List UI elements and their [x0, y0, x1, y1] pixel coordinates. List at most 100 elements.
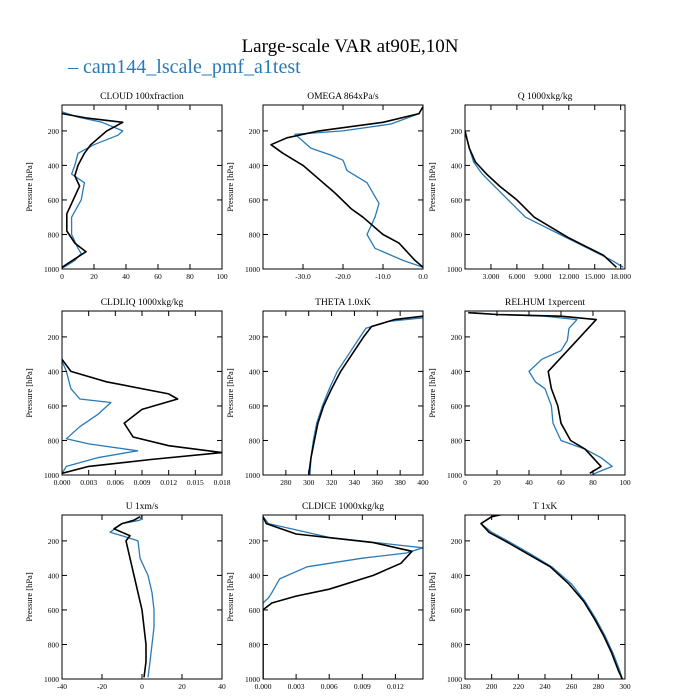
y-tick-label: 1000: [245, 675, 260, 684]
y-tick-label: 400: [451, 367, 463, 376]
y-tick-label: 1000: [447, 471, 462, 480]
plot-frame: [464, 310, 626, 476]
y-tick-label: 600: [249, 606, 261, 615]
y-tick-label: 600: [48, 606, 60, 615]
plot-frame: [61, 310, 223, 476]
panel-title: CLDLIQ 1000xkg/kg: [101, 298, 184, 308]
panel-title: CLOUD 100xfraction: [100, 91, 184, 102]
x-tick-label: 320: [326, 478, 338, 487]
x-tick-label: 0.009: [134, 478, 151, 487]
series-line-1: [62, 111, 124, 269]
series-line-1: [480, 515, 623, 679]
y-tick-label: 200: [48, 333, 60, 342]
x-tick-label: 9.000: [534, 272, 551, 281]
x-tick-label: 0.003: [288, 682, 305, 691]
panel-title: CLDICE 1000xkg/kg: [302, 502, 384, 512]
x-tick-label: 40: [122, 272, 130, 281]
legend-marker: –: [68, 56, 83, 78]
panel-title: Q 1000xkg/kg: [518, 92, 573, 102]
x-tick-label: 6.000: [508, 272, 525, 281]
y-tick-label: 1000: [447, 265, 462, 274]
y-tick-label: 1000: [44, 675, 59, 684]
x-tick-label: 0.006: [107, 478, 124, 487]
x-tick-label: 40: [525, 478, 533, 487]
series-line-2: [480, 515, 624, 679]
x-tick-label: 380: [395, 478, 407, 487]
y-tick-label: 800: [451, 436, 463, 445]
y-tick-label: 800: [48, 640, 60, 649]
y-tick-label: 600: [249, 402, 261, 411]
x-tick-label: 400: [417, 478, 429, 487]
x-tick-label: 0.012: [387, 682, 404, 691]
x-tick-label: -30.0: [295, 272, 311, 281]
y-tick-label: 400: [249, 161, 261, 170]
x-tick-label: 280: [280, 478, 292, 487]
y-tick-label: 1000: [245, 265, 260, 274]
y-tick-label: 400: [249, 571, 261, 580]
panel-title: OMEGA 864xPa/s: [307, 92, 379, 102]
legend: – cam144_lscale_pmf_a1test: [68, 56, 301, 79]
x-tick-label: 20: [178, 682, 186, 691]
y-axis-label: Pressure [hPa]: [24, 572, 34, 622]
y-axis-label: Pressure [hPa]: [24, 162, 34, 212]
y-tick-label: 200: [48, 537, 60, 546]
y-tick-label: 600: [451, 402, 463, 411]
series-line-2: [263, 516, 413, 679]
y-tick-label: 200: [451, 127, 463, 136]
y-tick-label: 400: [48, 367, 60, 376]
y-tick-label: 1000: [44, 265, 59, 274]
y-axis-label: Pressure [hPa]: [225, 162, 235, 212]
x-tick-label: 80: [589, 478, 597, 487]
x-tick-label: 0.015: [187, 478, 204, 487]
x-tick-label: 300: [303, 478, 315, 487]
y-tick-label: 1000: [44, 471, 59, 480]
y-axis-label: Pressure [hPa]: [427, 162, 437, 212]
series-line-2: [468, 311, 602, 474]
y-tick-label: 800: [451, 230, 463, 239]
plot-frame: [262, 514, 424, 680]
panel-title: U 1xm/s: [126, 502, 159, 512]
series-line-2: [270, 106, 423, 268]
plot-frame: [464, 514, 626, 680]
y-axis-label: Pressure [hPa]: [225, 368, 235, 418]
x-tick-label: 100: [216, 272, 228, 281]
series-line-1: [109, 515, 155, 678]
y-tick-label: 1000: [447, 675, 462, 684]
panel-title: THETA 1.0xK: [315, 298, 371, 308]
x-tick-label: 0.018: [214, 478, 231, 487]
figure-title: Large-scale VAR at90E,10N: [241, 36, 459, 57]
x-tick-label: 340: [349, 478, 361, 487]
panel-title: T 1xK: [533, 502, 558, 512]
series-line-1: [309, 317, 423, 475]
series-line-2: [62, 358, 222, 475]
y-tick-label: 600: [451, 606, 463, 615]
x-tick-label: 100: [619, 478, 631, 487]
y-tick-label: 400: [451, 161, 463, 170]
y-tick-label: 600: [48, 196, 60, 205]
series-line-2: [113, 516, 147, 678]
series-line-1: [294, 106, 423, 268]
plot-frame: [262, 310, 424, 476]
y-tick-label: 200: [249, 127, 261, 136]
x-tick-label: 0.000: [255, 682, 272, 691]
y-axis-label: Pressure [hPa]: [427, 368, 437, 418]
x-tick-label: 220: [513, 682, 525, 691]
series-line-1: [62, 360, 139, 474]
panel-3: Q 1000xkg/kg Pressure [hPa] 200 400 600 800 10…: [427, 92, 631, 281]
y-tick-label: 400: [48, 571, 60, 580]
y-tick-label: 800: [451, 640, 463, 649]
panel-8: CLDICE 1000xkg/kg Pressure [hPa] 200 400 600…: [225, 502, 424, 691]
x-tick-label: 280: [593, 682, 605, 691]
y-tick-label: 400: [451, 571, 463, 580]
x-tick-label: 15.000: [584, 272, 605, 281]
panel-5: THETA 1.0xK Pressure [hPa] 200 400 600 800 100…: [225, 298, 429, 487]
x-tick-label: 200: [486, 682, 498, 691]
x-tick-label: 12.000: [558, 272, 579, 281]
y-tick-label: 800: [48, 436, 60, 445]
x-tick-label: 40: [218, 682, 226, 691]
y-tick-label: 600: [48, 402, 60, 411]
x-tick-label: 3.000: [483, 272, 500, 281]
